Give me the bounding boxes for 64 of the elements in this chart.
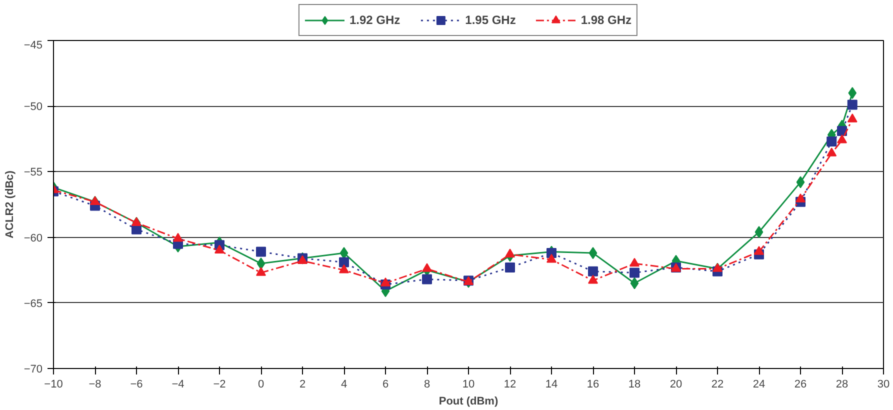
point bbox=[847, 114, 858, 122]
x-tick-label: −2 bbox=[213, 378, 226, 390]
point bbox=[90, 196, 100, 205]
point bbox=[256, 258, 266, 270]
y-tick-label: −60 bbox=[24, 232, 43, 244]
point bbox=[754, 226, 764, 238]
x-tick-label: 8 bbox=[424, 378, 430, 390]
x-tick-label: 10 bbox=[462, 378, 475, 390]
point bbox=[837, 134, 847, 144]
x-tick-label: 16 bbox=[586, 378, 600, 390]
x-axis-title: Pout (dBm) bbox=[438, 396, 498, 408]
point bbox=[588, 247, 598, 260]
point bbox=[588, 274, 598, 284]
legend-label: 1.92 GHz bbox=[349, 13, 400, 27]
point bbox=[339, 264, 349, 274]
point bbox=[173, 232, 183, 242]
y-tick-label: −70 bbox=[24, 364, 43, 376]
x-tick-label: 22 bbox=[711, 378, 724, 390]
x-tick-label: 0 bbox=[258, 378, 264, 390]
x-tick-label: −8 bbox=[88, 378, 102, 390]
x-tick-label: −10 bbox=[44, 378, 63, 390]
point bbox=[826, 136, 837, 147]
point bbox=[630, 277, 639, 290]
point bbox=[588, 266, 598, 276]
point bbox=[422, 263, 432, 272]
point bbox=[546, 254, 556, 263]
point bbox=[848, 86, 857, 99]
y-tick-label: −45 bbox=[24, 40, 43, 52]
x-tick-label: 26 bbox=[794, 378, 807, 390]
point bbox=[214, 244, 224, 254]
point bbox=[256, 267, 266, 276]
point bbox=[712, 263, 722, 272]
x-tick-label: 24 bbox=[752, 378, 766, 390]
point bbox=[630, 268, 640, 278]
x-tick-label: −6 bbox=[130, 378, 143, 390]
point bbox=[256, 246, 266, 257]
point bbox=[422, 274, 432, 284]
legend-label: 1.95 GHz bbox=[465, 13, 516, 27]
x-tick-label: 12 bbox=[504, 378, 516, 390]
x-tick-label: 4 bbox=[340, 378, 348, 390]
point bbox=[380, 278, 390, 286]
x-tick-label: 2 bbox=[299, 378, 306, 390]
point bbox=[826, 148, 837, 156]
point bbox=[132, 217, 142, 226]
x-tick-label: 30 bbox=[877, 378, 890, 390]
point bbox=[505, 248, 515, 258]
point bbox=[796, 194, 806, 202]
point bbox=[847, 100, 858, 110]
x-tick-label: 28 bbox=[836, 378, 848, 390]
x-tick-label: 6 bbox=[382, 378, 389, 390]
point bbox=[505, 262, 515, 272]
x-tick-label: −4 bbox=[172, 378, 184, 390]
y-tick-label: −65 bbox=[24, 298, 43, 310]
point bbox=[339, 257, 349, 268]
x-tick-label: 18 bbox=[628, 378, 641, 390]
point bbox=[796, 176, 805, 188]
legend-label: 1.98 GHz bbox=[580, 13, 632, 27]
point bbox=[630, 258, 640, 267]
y-axis-title: ACLR2 (dBc) bbox=[4, 170, 16, 238]
x-tick-label: 20 bbox=[670, 378, 682, 390]
y-tick-label: −50 bbox=[24, 101, 43, 114]
point bbox=[754, 246, 764, 255]
x-tick-label: 14 bbox=[545, 378, 558, 390]
y-tick-label: −55 bbox=[24, 166, 43, 179]
